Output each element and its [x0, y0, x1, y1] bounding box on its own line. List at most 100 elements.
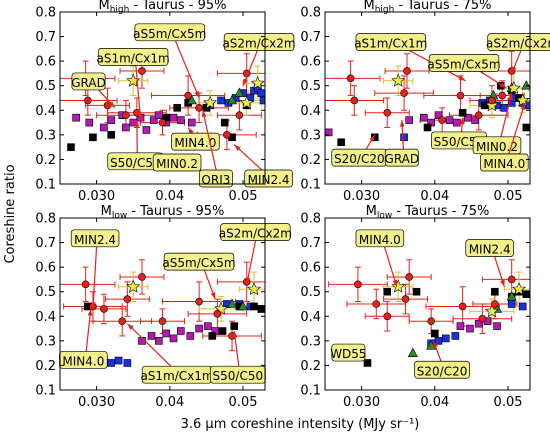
- yellow-star-point: [506, 80, 521, 95]
- magenta-square-point: [147, 332, 156, 340]
- magenta-square-point: [456, 322, 465, 330]
- magenta-square-point: [177, 327, 185, 335]
- annotation-label: aS5m/Cx5m: [133, 27, 206, 41]
- annotation-label: aS1m/Cx1m: [97, 51, 170, 65]
- annotation: GRAD: [71, 72, 116, 109]
- blue-square-point: [434, 337, 443, 345]
- ytick-label: 0.1: [300, 178, 321, 193]
- annotation-arrowhead: [500, 279, 505, 287]
- annotation-label: aS5m/Cx5m: [162, 256, 235, 270]
- annotation-box: [487, 33, 550, 51]
- xtick-label: 0.05: [229, 189, 258, 204]
- ytick-label: 0.5: [300, 285, 321, 300]
- ytick-label: 0.8: [35, 212, 56, 227]
- black-square-point: [220, 118, 229, 127]
- blue-square-point: [524, 101, 530, 110]
- annotation-arrow: [92, 237, 98, 309]
- ytick-label: 0.6: [300, 261, 321, 276]
- red-circle-point: [427, 317, 435, 326]
- ytick-label: 0.3: [35, 334, 56, 349]
- annotation: S50/C50: [209, 330, 266, 384]
- black-square-point: [257, 305, 265, 313]
- black-square-point: [89, 133, 97, 142]
- yellow-star-point: [250, 76, 265, 90]
- blue-square-point: [259, 96, 265, 105]
- magenta-square-point: [187, 118, 196, 127]
- red-circle-point: [223, 131, 231, 139]
- y-axis-label: Coreshine ratio: [3, 164, 18, 263]
- annotation-arrowhead: [243, 78, 248, 86]
- ytick-label: 0.3: [300, 334, 321, 349]
- magenta-square-point: [169, 113, 178, 122]
- axes-frame: [59, 11, 266, 185]
- annotation-arrowhead: [392, 279, 398, 287]
- annotation: aS1m/Cx1m: [97, 48, 170, 121]
- ytick-label: 0.1: [35, 384, 56, 399]
- red-circle-point: [488, 96, 496, 105]
- ytick-label: 0.2: [35, 153, 56, 168]
- red-circle-point: [84, 96, 92, 105]
- panels: Mhigh - Taurus - 95% aS5m/Cx5m aS2m/Cx2m aS…: [35, 0, 550, 410]
- annotation-box: [244, 169, 293, 188]
- annotation-box: [171, 132, 220, 151]
- annotation: S20/C20: [414, 340, 470, 379]
- ytick-label: 0.5: [35, 285, 56, 300]
- ytick-label: 0.8: [300, 6, 321, 21]
- annotation: WD55: [330, 343, 367, 362]
- panel-title: Mlow - Taurus - 75%: [366, 204, 490, 221]
- magenta-square-point: [155, 337, 163, 345]
- red-circle-point: [498, 91, 506, 100]
- red-circle-point: [118, 317, 127, 326]
- red-circle-point: [195, 104, 203, 112]
- black-square-point: [370, 133, 379, 142]
- annotation-label: S20/C20: [417, 364, 468, 378]
- panel-title: Mhigh - Taurus - 95%: [98, 0, 226, 15]
- annotation: aS5m/Cx5m: [133, 23, 206, 99]
- red-circle-point: [81, 280, 90, 289]
- green-triangle-point: [407, 347, 418, 357]
- annotation: aS5m/Cx5m: [162, 252, 236, 300]
- annotation: S50/C50: [431, 117, 487, 150]
- yellow-star-point: [239, 95, 254, 109]
- annotation-label: aS2m/Cx2m: [219, 227, 292, 241]
- annotation-arrowhead: [234, 144, 241, 151]
- black-square-point: [431, 329, 439, 338]
- green-triangle-point: [506, 290, 517, 301]
- annotation-label: MIN4.0: [359, 233, 401, 247]
- ytick-label: 0.6: [35, 55, 56, 70]
- black-square-point: [337, 138, 345, 147]
- plot-area: [328, 259, 530, 367]
- plot-area: [60, 259, 265, 367]
- annotation-label: S20/C20: [334, 152, 385, 166]
- panel-title-rest: - Taurus - 75%: [394, 0, 491, 13]
- panel-title-rest: - Taurus - 75%: [392, 204, 489, 219]
- black-square-point: [458, 108, 467, 117]
- red-circle-point: [100, 305, 108, 313]
- red-circle-point: [123, 295, 132, 303]
- xtick-label: 0.04: [420, 189, 449, 204]
- annotation-label: S50/C50: [110, 156, 161, 170]
- red-circle-point: [383, 312, 392, 321]
- annotation-box: [355, 33, 426, 51]
- red-circle-point: [195, 297, 203, 306]
- red-circle-point: [507, 275, 516, 284]
- black-square-point: [250, 302, 258, 311]
- red-circle-point: [478, 314, 487, 323]
- axes-frame: [324, 217, 531, 391]
- magenta-square-point: [445, 116, 454, 124]
- annotation: S50/C50: [107, 120, 164, 171]
- panel-title-main: M: [363, 0, 374, 13]
- black-square-point: [230, 322, 239, 330]
- annotation: aS2m/Cx2m: [219, 223, 292, 285]
- red-circle-point: [372, 300, 381, 308]
- ytick-label: 0.3: [300, 128, 321, 143]
- yellow-star-point: [126, 279, 141, 293]
- red-circle-point: [474, 111, 483, 119]
- red-circle-point: [138, 273, 146, 281]
- xtick-label: 0.030: [78, 395, 115, 410]
- annotation-label: aS1m/Cx1m: [354, 37, 427, 51]
- red-circle-point: [405, 273, 413, 281]
- red-circle-point: [400, 89, 408, 97]
- ytick-label: 0.7: [300, 30, 321, 45]
